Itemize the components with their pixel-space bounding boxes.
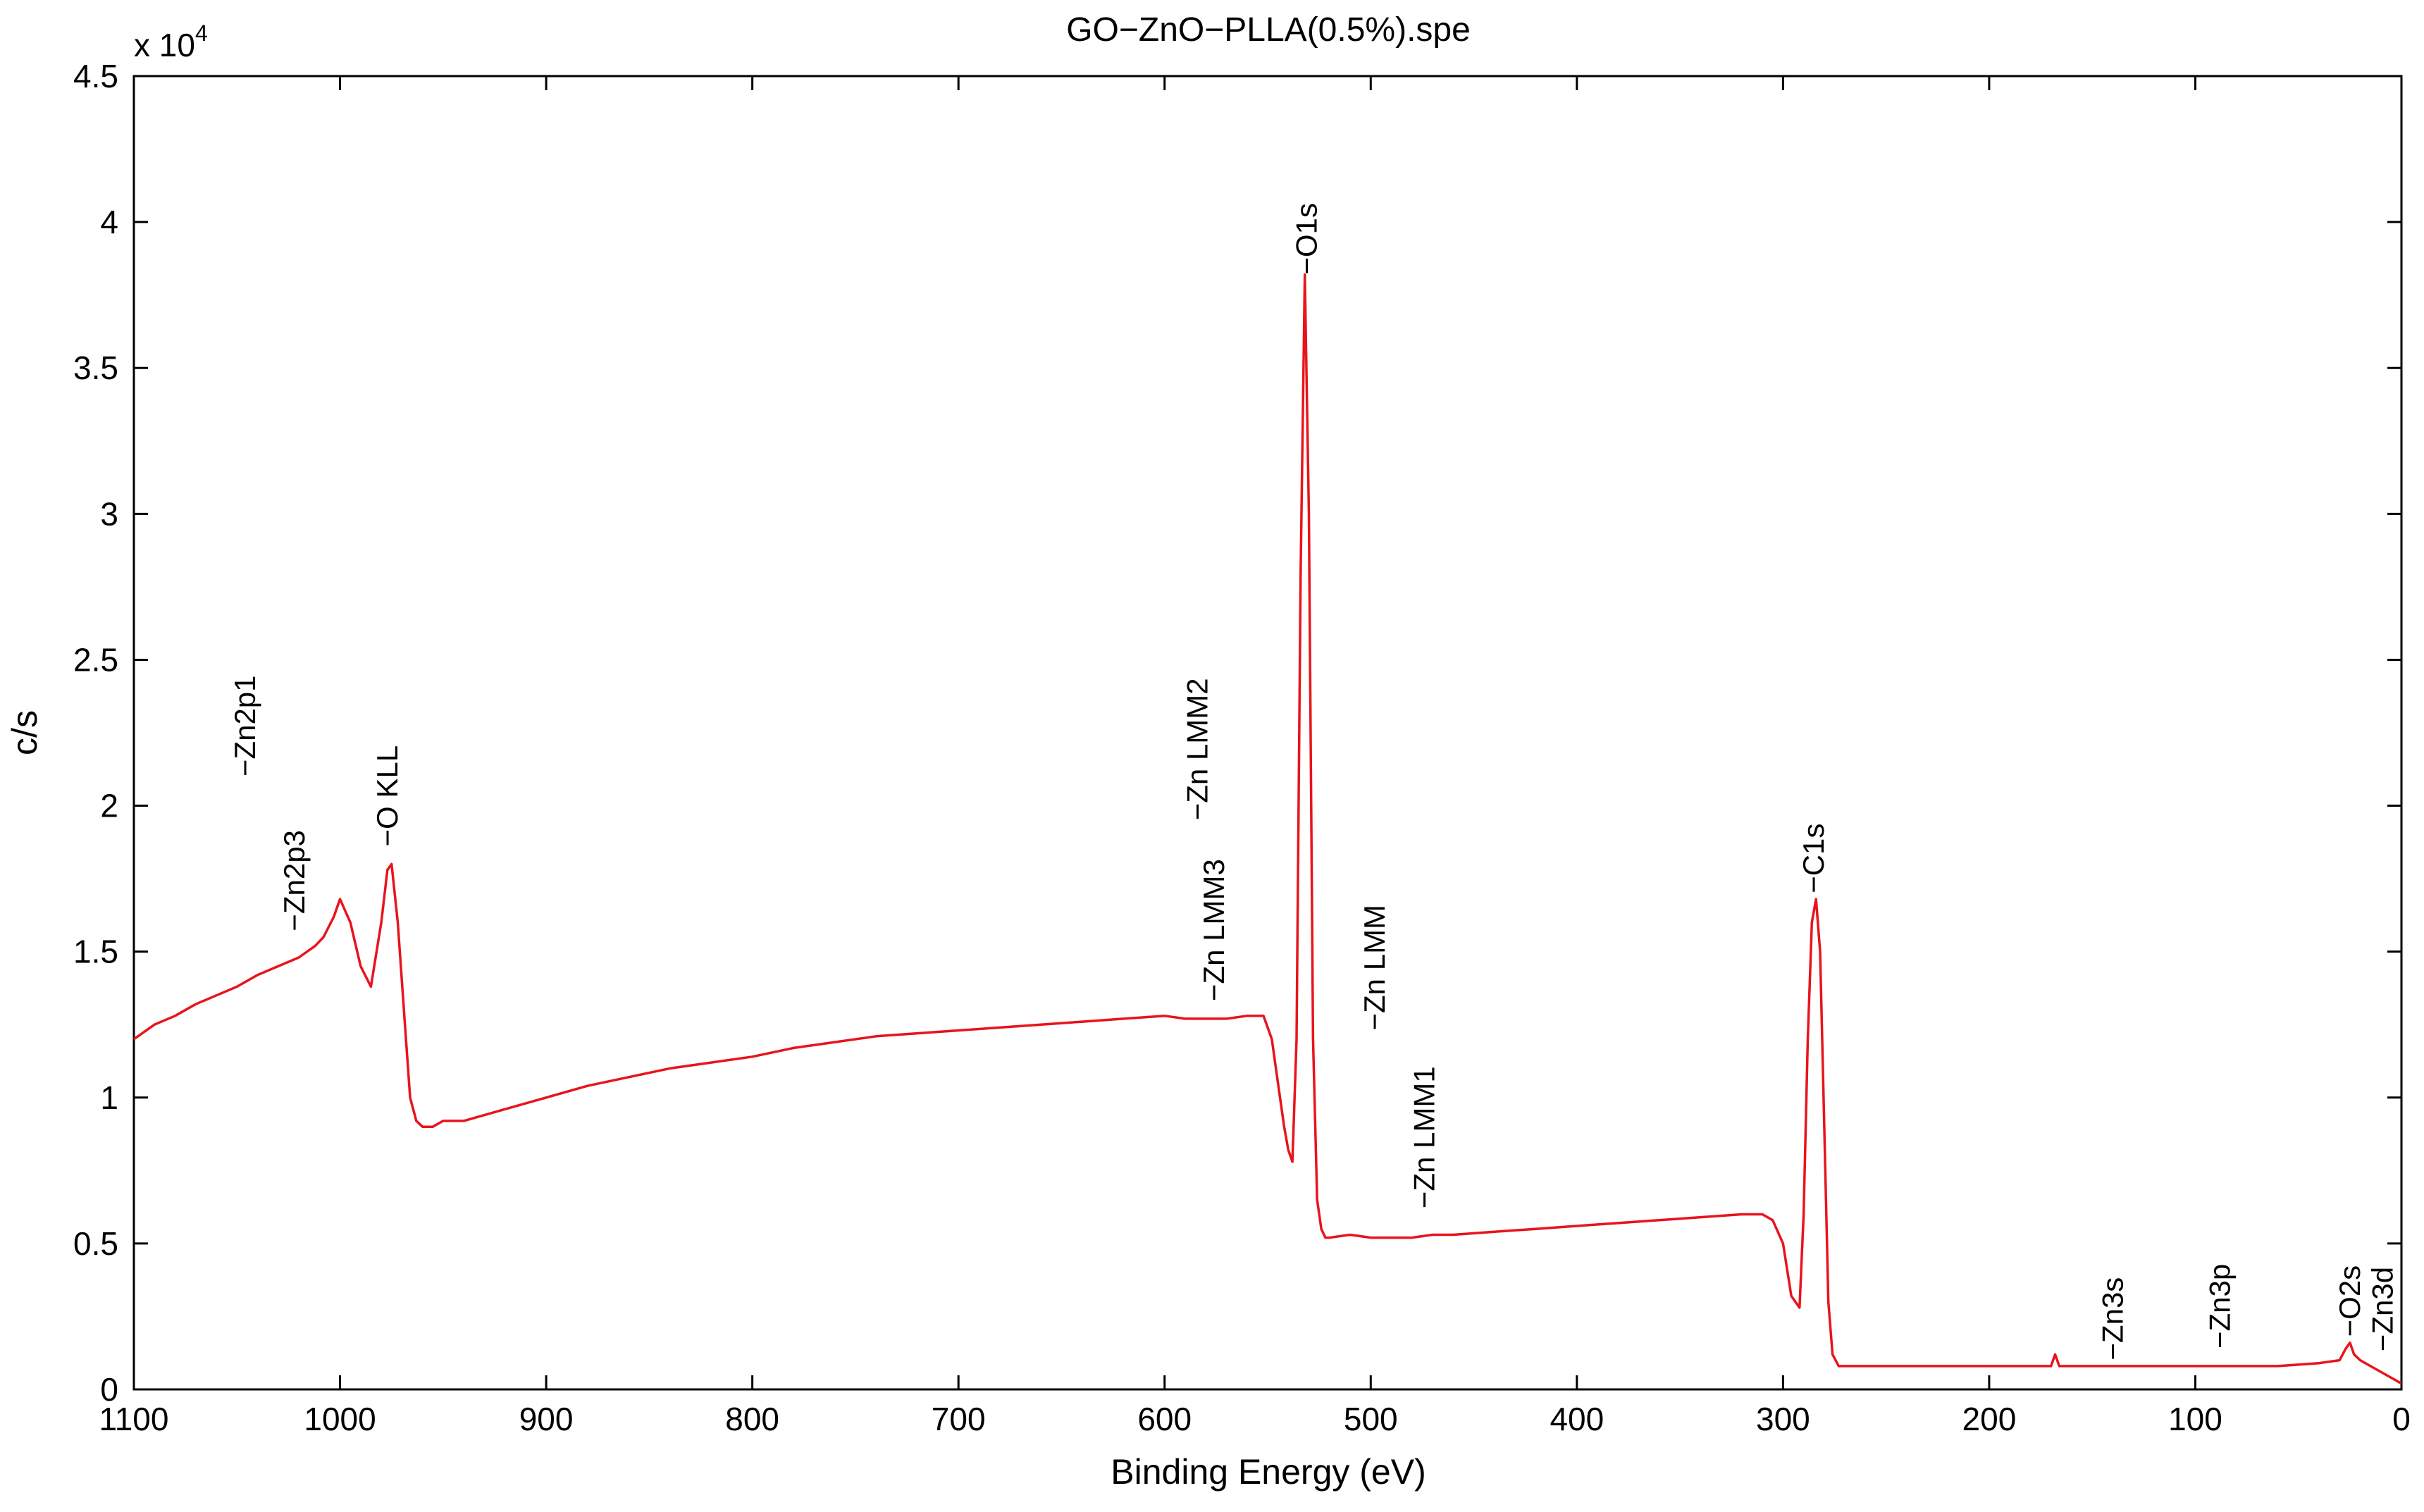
peak-label: −C1s (1797, 824, 1830, 893)
peak-label: −O KLL (371, 745, 404, 847)
x-tick-label: 400 (1550, 1401, 1604, 1437)
y-axis-title: c/s (5, 710, 44, 755)
plot-area-frame (132, 75, 2403, 1391)
y-multiplier-exponent: 4 (195, 20, 208, 46)
peak-label: −O2s (2333, 1265, 2366, 1337)
peak-label: −Zn3s (2096, 1277, 2129, 1361)
x-tick-label: 600 (1137, 1401, 1192, 1437)
y-multiplier-base: x 10 (134, 27, 195, 63)
y-tick-label: 3 (100, 495, 118, 532)
x-tick-label: 300 (1756, 1401, 1810, 1437)
y-tick-label: 0 (100, 1371, 118, 1408)
y-tick-label: 2 (100, 788, 118, 824)
peak-label: −Zn LMM (1358, 905, 1391, 1031)
peak-label: −Zn3p (2203, 1264, 2237, 1349)
x-tick-label: 900 (519, 1401, 574, 1437)
axis-ticks (132, 75, 2403, 1391)
axis-tick-labels: 1100 1000 900 800 700 600 500 400 300 200 100 000.5… (73, 58, 2411, 1437)
peak-label: −Zn2p3 (278, 830, 311, 931)
series-line (132, 273, 2402, 1385)
x-tick-label: 1100 (99, 1401, 169, 1437)
x-tick-label: 500 (1344, 1401, 1398, 1437)
y-tick-label: 4 (100, 204, 118, 240)
y-tick-label: 1 (100, 1079, 118, 1116)
peak-label: −Zn LMM1 (1407, 1066, 1440, 1208)
series-layer (132, 273, 2402, 1385)
x-axis-title: Binding Energy (eV) (1111, 1452, 1426, 1492)
peak-annotations: −Zn2p1 −Zn2p3 −O KLL −Zn LMM2 −Zn LMM3 −O1s −Z… (228, 203, 2399, 1360)
x-tick-label: 800 (725, 1401, 779, 1437)
x-tick-label: 200 (1962, 1401, 2017, 1437)
chart-title: GO−ZnO−PLLA(0.5%).spe (1066, 11, 1471, 49)
y-tick-label: 4.5 (73, 58, 118, 94)
x-tick-label: 700 (932, 1401, 986, 1437)
peak-label: −O1s (1290, 203, 1323, 275)
y-tick-label: 3.5 (73, 349, 118, 386)
y-tick-label: 0.5 (73, 1225, 118, 1262)
x-tick-label: 0 (2392, 1401, 2411, 1437)
peak-label: −Zn LMM2 (1181, 678, 1214, 820)
peak-label: −Zn3d (2366, 1267, 2399, 1351)
peak-label: −Zn2p1 (228, 675, 261, 776)
y-axis-multiplier: x 104 (134, 20, 208, 63)
y-tick-label: 1.5 (73, 934, 118, 970)
y-tick-label: 2.5 (73, 641, 118, 678)
x-tick-label: 1000 (304, 1401, 376, 1437)
peak-label: −Zn LMM3 (1197, 859, 1230, 1001)
x-tick-label: 100 (2168, 1401, 2222, 1437)
